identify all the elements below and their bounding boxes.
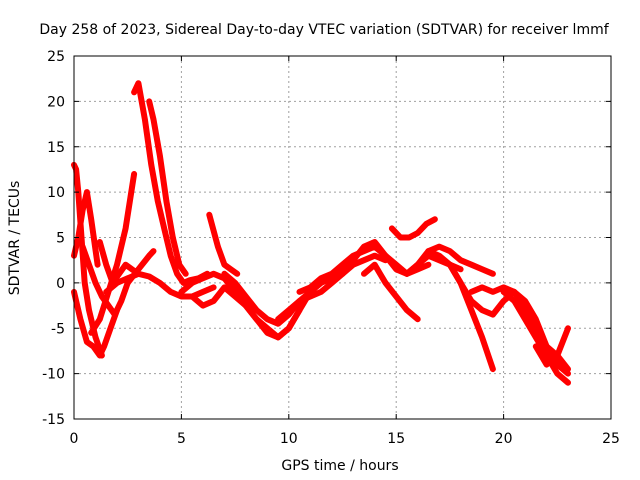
series-arc-18	[361, 261, 421, 323]
series-arc-19	[388, 216, 438, 241]
series-arc-25	[532, 325, 571, 368]
axis-ticks: 0 5 10 15 20 25 -15 -10 -5 0 5 10 15 20 25	[42, 49, 620, 447]
series-arc-11	[206, 211, 241, 277]
chart-title: Day 258 of 2023, Sidereal Day-to-day VTE…	[39, 22, 609, 38]
series-arc-7	[131, 80, 211, 286]
series-arc-22	[446, 261, 496, 373]
x-tick-label: 0	[70, 431, 79, 447]
y-tick-label: 25	[47, 49, 65, 65]
x-tick-label: 20	[495, 431, 513, 447]
series-arc-8	[146, 98, 189, 277]
series-arc-17	[328, 239, 464, 282]
y-axis-label: SDTVAR / TECUs	[7, 181, 23, 296]
y-tick-label: 0	[56, 276, 65, 292]
x-axis-label: GPS time / hours	[281, 458, 398, 474]
y-tick-label: 20	[47, 94, 65, 110]
series-arc-24	[500, 288, 571, 386]
x-tick-label: 25	[602, 431, 620, 447]
series-arc-6	[88, 171, 138, 336]
series-arc-3	[71, 288, 120, 359]
grid-lines	[74, 56, 611, 419]
series-arc-20	[403, 243, 496, 277]
series-arc-23	[468, 284, 571, 373]
x-tick-label: 10	[280, 431, 298, 447]
series-arc-15	[275, 252, 389, 323]
series-arc-2	[71, 189, 101, 268]
y-tick-label: 10	[47, 185, 65, 201]
series-arc-10	[124, 248, 157, 286]
series-arc-5	[96, 239, 142, 286]
y-tick-label: -10	[42, 367, 65, 383]
series-arc-14	[189, 284, 314, 341]
x-tick-label: 15	[387, 431, 405, 447]
series-arc-9	[103, 270, 217, 300]
data-series	[71, 80, 571, 386]
y-tick-label: -5	[51, 321, 65, 337]
y-tick-label: 5	[56, 231, 65, 247]
x-tick-label: 5	[177, 431, 186, 447]
y-tick-label: -15	[42, 412, 65, 428]
y-tick-label: 15	[47, 140, 65, 156]
